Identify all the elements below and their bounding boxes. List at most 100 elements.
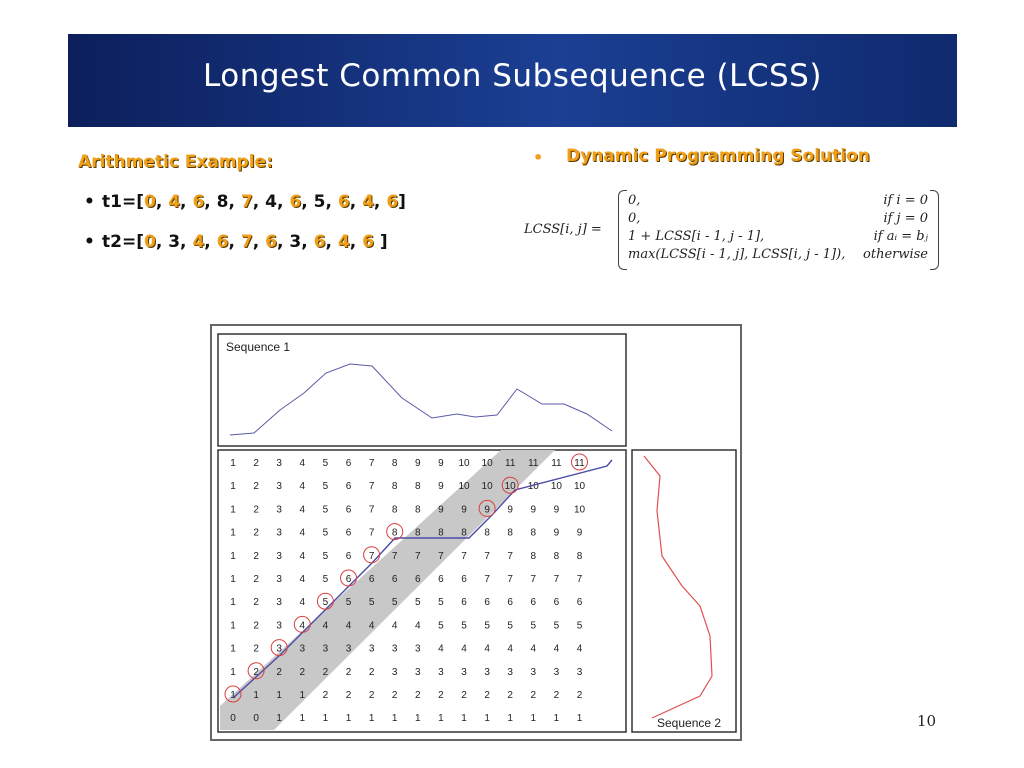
match-circles [224, 453, 588, 703]
match-circle [293, 615, 311, 633]
grid-cell: 2 [300, 667, 306, 678]
grid-cell: 8 [484, 528, 490, 539]
grid-cell: 3 [300, 644, 306, 655]
grid-cell: 3 [577, 667, 583, 678]
grid-cell: 4 [461, 644, 467, 655]
grid-cell: 8 [577, 551, 583, 562]
t1-separator: , [155, 192, 169, 212]
grid-cell: 9 [507, 504, 513, 515]
grid-cell: 3 [276, 528, 282, 539]
grid-cell: 5 [323, 528, 329, 539]
t2-separator: , [204, 232, 217, 252]
grid-cell: 7 [484, 574, 490, 585]
t1-values: 0, 4, 6, 8, 7, 4, 6, 5, 6, 4, 6 [144, 192, 398, 212]
grid-cell: 7 [461, 551, 467, 562]
grid-cell: 8 [507, 528, 513, 539]
grid-cell: 1 [323, 713, 329, 724]
grid-cell: 9 [484, 504, 490, 515]
grid-cell: 4 [415, 620, 421, 631]
grid-cell: 10 [574, 504, 586, 515]
sequence-2-label: Sequence 2 [657, 716, 721, 730]
bullet-t2: • [84, 232, 95, 252]
grid-cell: 7 [369, 528, 375, 539]
lcss-figure: Sequence 1 1 2 3 4 5 6 7 8 9 9 10 10 11 11 11 11 1 2 3 4 5 6 7… [210, 324, 742, 741]
grid-cell: 7 [415, 551, 421, 562]
t2-value: 6 [265, 232, 277, 252]
grid-cell: 7 [507, 574, 513, 585]
title-bar: Longest Common Subsequence (LCSS) [68, 34, 957, 127]
grid-cell: 8 [461, 528, 467, 539]
grid-cell: 5 [323, 481, 329, 492]
grid-cell: 5 [577, 620, 583, 631]
t2-values: 0, 3, 4, 6, 7, 6, 3, 6, 4, 6 [144, 232, 374, 252]
grid-cell: 3 [392, 667, 398, 678]
t1-label: t1=[ [102, 192, 144, 212]
grid-cell: 11 [528, 458, 539, 469]
t2-separator: , [276, 232, 290, 252]
grid-cell: 10 [482, 458, 494, 469]
grid-cell: 3 [323, 644, 329, 655]
grid-cell: 4 [300, 481, 306, 492]
grid-cell: 1 [554, 713, 560, 724]
grid-cell: 2 [253, 504, 259, 515]
formula-lhs: LCSS[i, j] = [524, 222, 602, 237]
lcss-figure-svg: Sequence 1 1 2 3 4 5 6 7 8 9 9 10 10 11 11 11 111 2 3 4 5 6 7… [217, 333, 737, 733]
t1-value: 6 [337, 192, 350, 212]
grid-cell: 5 [323, 504, 329, 515]
grid-cell: 6 [438, 574, 444, 585]
grid-cell: 10 [482, 481, 494, 492]
grid-cell: 11 [551, 458, 562, 469]
match-circle [363, 546, 381, 564]
grid-cell: 6 [346, 528, 352, 539]
grid-cell: 9 [554, 528, 560, 539]
grid-cell: 5 [554, 620, 560, 631]
t2-value: 6 [362, 232, 374, 252]
formula-row-4: max(LCSS[i - 1, j], LCSS[i, j - 1]), oth… [628, 247, 928, 262]
grid-cell: 3 [484, 667, 490, 678]
match-circle [386, 523, 404, 541]
grid-cell: 7 [369, 504, 375, 515]
grid-cell: 1 [392, 713, 398, 724]
t1-separator: , [349, 192, 363, 212]
grid-cell: 2 [253, 551, 259, 562]
grid-cell: 1 [276, 690, 282, 701]
grid-cell: 4 [438, 644, 444, 655]
t1-close: ] [398, 192, 406, 212]
grid-cell: 9 [461, 504, 467, 515]
t1-value: 0 [143, 192, 156, 212]
arithmetic-example-heading: Arithmetic Example: [78, 152, 273, 172]
grid-cell: 4 [577, 644, 583, 655]
match-circle [501, 476, 519, 494]
grid-cell: 1 [300, 690, 306, 701]
grid-cell: 6 [554, 597, 560, 608]
grid-cell: 2 [577, 690, 583, 701]
warping-band [220, 450, 555, 730]
t1-separator: , [180, 192, 193, 212]
grid-cell: 7 [369, 481, 375, 492]
grid-cell: 4 [300, 551, 306, 562]
t1-value: 7 [240, 192, 253, 212]
formula-expr: 0, [628, 211, 641, 226]
t1-value: 4 [168, 192, 181, 212]
grid-cell: 8 [392, 528, 398, 539]
grid-cell: 1 [230, 690, 236, 701]
grid-cell: 3 [392, 644, 398, 655]
t2-value: 4 [192, 232, 205, 252]
dp-bullet: • [533, 148, 544, 167]
lcss-formula: LCSS[i, j] = 0, if i = 0 0, if j = 0 1 +… [520, 190, 960, 270]
match-circle [247, 662, 265, 680]
grid-cell: 9 [438, 481, 444, 492]
grid-cell: 6 [484, 597, 490, 608]
grid-cell: 3 [531, 667, 537, 678]
page-number: 10 [917, 712, 937, 730]
grid-cell: 8 [531, 528, 537, 539]
formula-cond: if i = 0 [883, 193, 928, 208]
grid-cell: 1 [230, 644, 236, 655]
grid-cell: 2 [438, 690, 444, 701]
grid-cell: 7 [369, 458, 375, 469]
grid-cell: 5 [323, 574, 329, 585]
t2-separator: , [155, 232, 169, 252]
grid-cell: 6 [346, 551, 352, 562]
grid-cell: 9 [415, 458, 421, 469]
t1-value: 4 [362, 192, 374, 212]
